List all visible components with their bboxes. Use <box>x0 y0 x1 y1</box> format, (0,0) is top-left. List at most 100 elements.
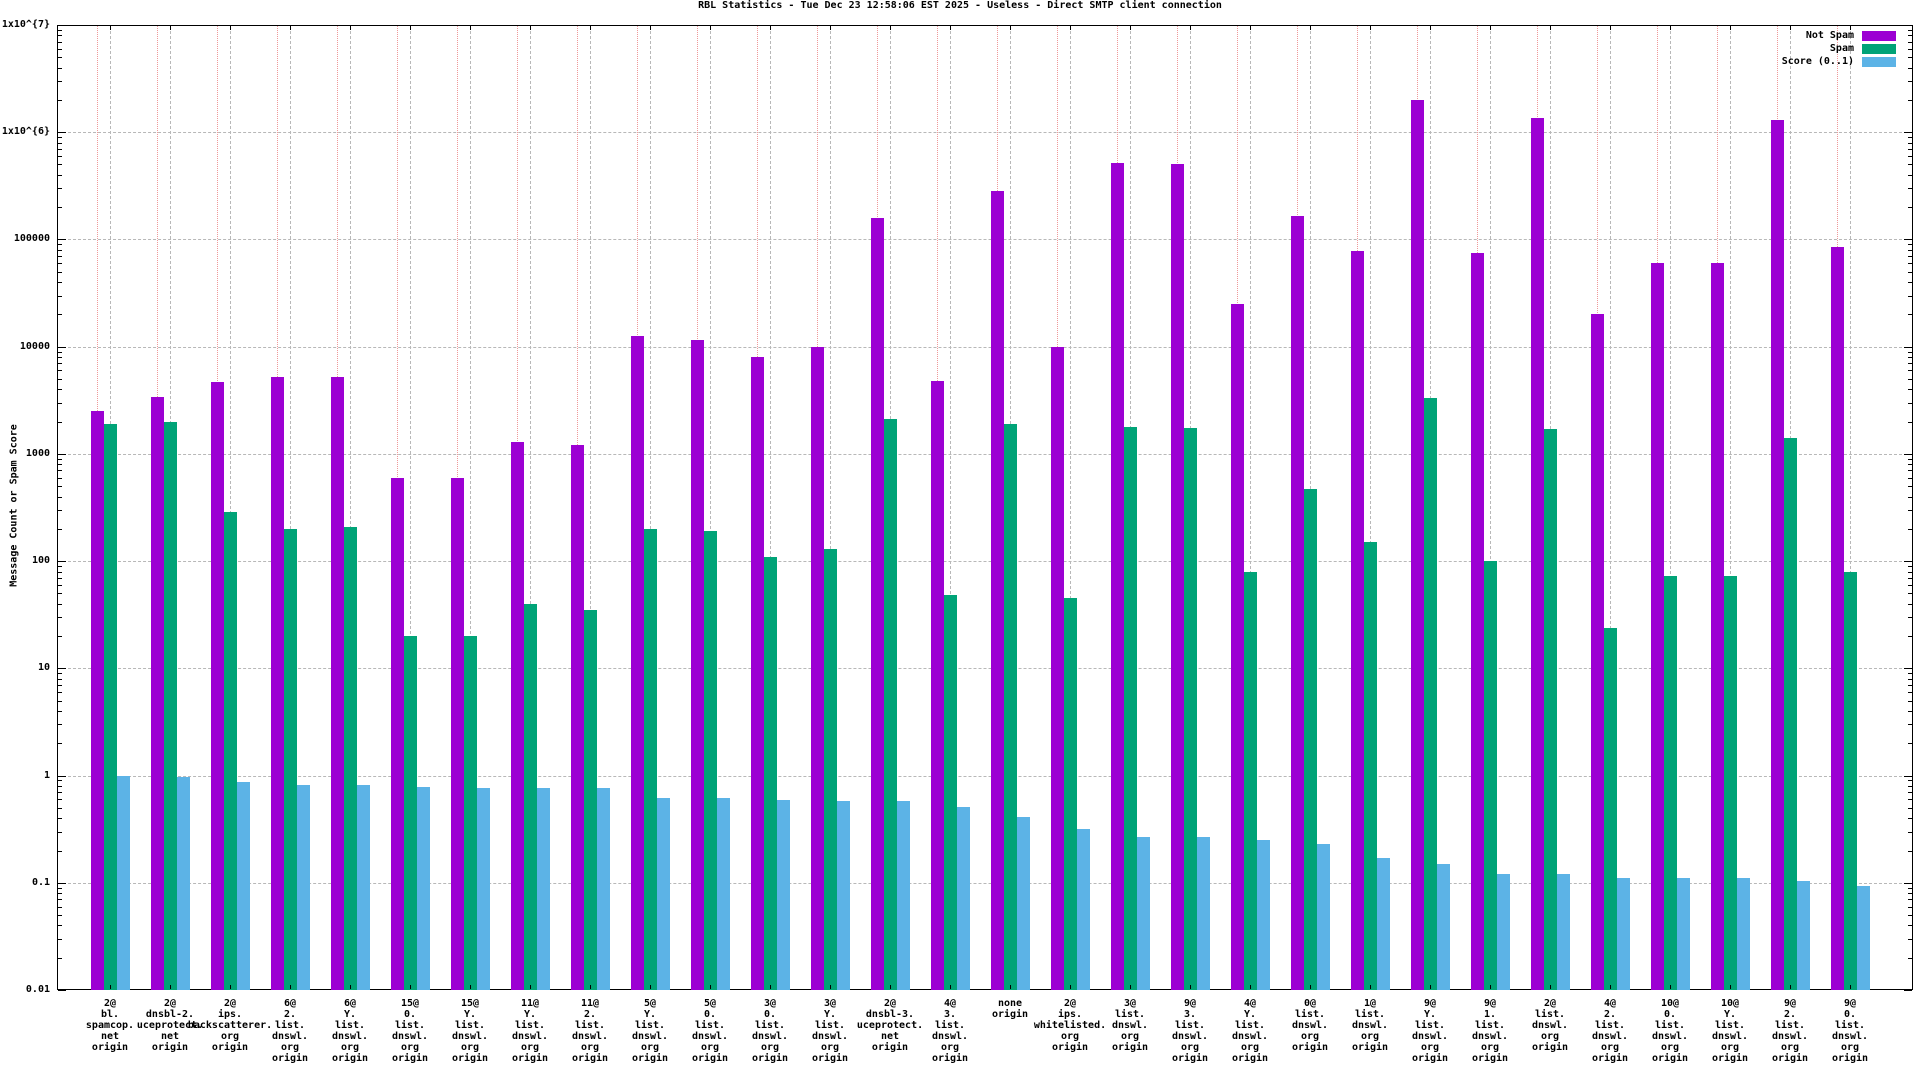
y-axis-minor-tick <box>1908 459 1912 460</box>
bar-not-spam <box>1051 347 1064 990</box>
x-axis-tick <box>1430 26 1431 30</box>
y-axis-major-tick <box>1904 561 1912 562</box>
grid-x-line <box>350 26 351 989</box>
y-axis-minor-tick <box>58 566 62 567</box>
bar-spam <box>1544 429 1557 990</box>
y-axis-minor-tick <box>58 925 62 926</box>
bar-not-spam <box>91 411 104 990</box>
y-axis-minor-tick <box>58 832 62 833</box>
bar-spam <box>1124 427 1137 990</box>
x-axis-tick <box>770 26 771 30</box>
x-category-label: 5@ Y. list. dnswl. org origin <box>631 998 669 1064</box>
x-axis-tick <box>1490 985 1491 989</box>
bar-spam <box>704 531 717 990</box>
y-axis-minor-tick <box>1908 585 1912 586</box>
bar-score-0-1 <box>1857 886 1870 990</box>
bar-not-spam <box>1531 118 1544 990</box>
y-axis-major-tick <box>58 776 66 777</box>
y-axis-minor-tick <box>1908 907 1912 908</box>
y-axis-minor-tick <box>1908 282 1912 283</box>
x-axis-tick <box>1670 985 1671 989</box>
y-axis-minor-tick <box>58 256 62 257</box>
y-tick-label: 10 <box>37 662 50 673</box>
x-axis-tick <box>1610 26 1611 30</box>
bar-spam <box>284 529 297 990</box>
y-axis-minor-tick <box>58 403 62 404</box>
x-category-label: 11@ 2. list. dnswl. org origin <box>571 998 609 1064</box>
y-axis-minor-tick <box>58 263 62 264</box>
y-axis-minor-tick <box>1908 263 1912 264</box>
bar-spam <box>1244 572 1257 990</box>
y-tick-label: 0.1 <box>31 877 50 888</box>
y-axis-minor-tick <box>1908 566 1912 567</box>
x-category-label: 2@ list. dnswl. org origin <box>1531 998 1569 1053</box>
bar-score-0-1 <box>1317 844 1330 990</box>
bar-score-0-1 <box>417 787 430 990</box>
y-axis-minor-tick <box>1908 851 1912 852</box>
y-axis-major-tick <box>1904 990 1912 991</box>
bar-not-spam <box>1471 253 1484 990</box>
bar-score-0-1 <box>597 788 610 990</box>
x-category-label: 4@ 2. list. dnswl. org origin <box>1591 998 1629 1064</box>
bar-score-0-1 <box>1737 878 1750 990</box>
x-axis-tick <box>1310 26 1311 30</box>
y-axis-minor-tick <box>1908 958 1912 959</box>
y-axis-minor-tick <box>1908 572 1912 573</box>
x-category-label: 4@ 3. list. dnswl. org origin <box>931 998 969 1064</box>
y-axis-minor-tick <box>1908 593 1912 594</box>
x-category-label: 3@ list. dnswl. org origin <box>1111 998 1149 1053</box>
y-axis-minor-tick <box>1908 685 1912 686</box>
x-axis-tick <box>470 26 471 30</box>
y-axis-minor-tick <box>1908 256 1912 257</box>
y-axis-minor-tick <box>1908 799 1912 800</box>
x-axis-tick <box>830 26 831 30</box>
y-axis-minor-tick <box>58 296 62 297</box>
bar-spam <box>524 604 537 990</box>
bar-score-0-1 <box>777 800 790 990</box>
bar-not-spam <box>571 445 584 990</box>
y-axis-minor-tick <box>1908 673 1912 674</box>
y-axis-minor-tick <box>58 593 62 594</box>
y-axis-minor-tick <box>1908 30 1912 31</box>
y-axis-minor-tick <box>1908 510 1912 511</box>
x-category-label: 2@ ips. backscatterer. org origin <box>187 998 273 1053</box>
grid-x-line <box>230 26 231 989</box>
x-category-label: 9@ 0. list. dnswl. org origin <box>1831 998 1869 1064</box>
x-axis-tick <box>1310 985 1311 989</box>
y-axis-minor-tick <box>1908 57 1912 58</box>
y-axis-minor-tick <box>58 30 62 31</box>
y-axis-minor-tick <box>58 786 62 787</box>
y-axis-minor-tick <box>1908 149 1912 150</box>
x-axis-tick <box>350 985 351 989</box>
x-axis-tick <box>470 985 471 989</box>
y-axis-minor-tick <box>1908 578 1912 579</box>
y-axis-minor-tick <box>1908 743 1912 744</box>
bar-not-spam <box>811 347 824 990</box>
y-axis-minor-tick <box>1908 925 1912 926</box>
y-axis-minor-tick <box>1908 893 1912 894</box>
y-axis-minor-tick <box>1908 137 1912 138</box>
y-axis-minor-tick <box>1908 711 1912 712</box>
x-axis-tick <box>110 985 111 989</box>
y-axis-minor-tick <box>58 389 62 390</box>
legend-row: Not Spam <box>1782 29 1896 42</box>
bar-score-0-1 <box>1017 817 1030 990</box>
y-axis-minor-tick <box>1908 808 1912 809</box>
x-axis-tick <box>1190 26 1191 30</box>
y-tick-label: 1000 <box>25 448 50 459</box>
x-axis-tick <box>1490 26 1491 30</box>
x-category-label: 9@ Y. list. dnswl. org origin <box>1411 998 1449 1064</box>
bar-spam <box>644 529 657 990</box>
y-axis-minor-tick <box>58 907 62 908</box>
y-axis-minor-tick <box>1908 42 1912 43</box>
x-axis-tick <box>950 26 951 30</box>
y-axis-minor-tick <box>58 958 62 959</box>
legend-label: Not Spam <box>1805 30 1854 41</box>
bar-not-spam <box>1651 263 1664 990</box>
grid-x-line <box>530 26 531 989</box>
y-axis-minor-tick <box>58 679 62 680</box>
bar-spam <box>944 595 957 990</box>
bar-not-spam <box>991 191 1004 990</box>
bar-not-spam <box>451 478 464 990</box>
bar-not-spam <box>1351 251 1364 990</box>
